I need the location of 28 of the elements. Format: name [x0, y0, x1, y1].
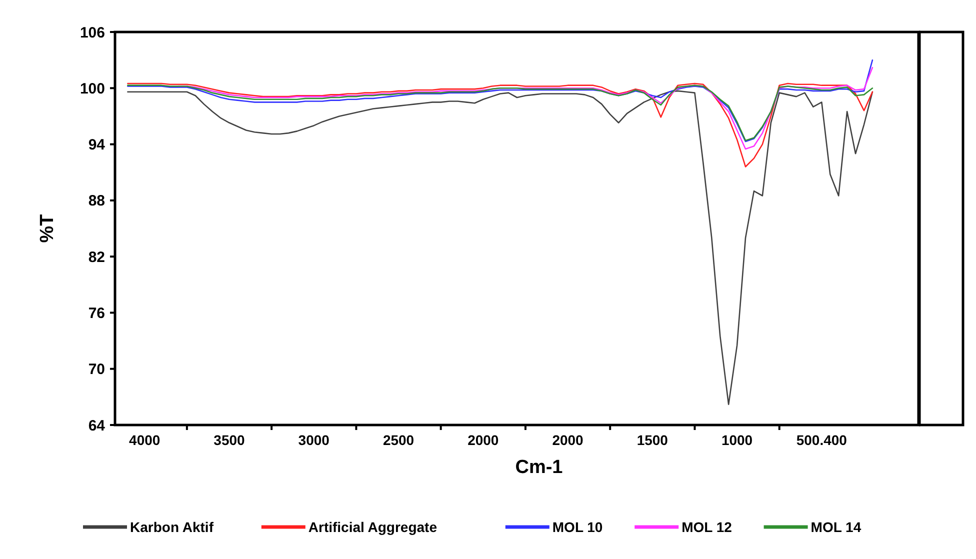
y-tick-label: 64 [88, 417, 106, 434]
y-tick-label: 76 [88, 304, 105, 322]
y-tick-label: 106 [80, 24, 105, 42]
x-tick-label: 500.400 [796, 432, 848, 448]
legend-label: Karbon Aktif [130, 518, 214, 535]
x-tick-label: 1500 [636, 432, 668, 448]
y-tick-label: 82 [88, 248, 105, 266]
x-axis-title: Cm-1 [515, 457, 564, 478]
x-tick-label: 4000 [129, 432, 160, 448]
y-tick-label: 88 [88, 192, 105, 210]
line-series [127, 90, 874, 406]
x-tick-label: 3500 [214, 432, 246, 448]
legend-label: MOL 10 [552, 518, 603, 535]
legend-label: MOL 14 [810, 518, 862, 535]
legend-label: Artificial Aggregate [308, 518, 438, 535]
x-tick-label: 2000 [552, 432, 584, 448]
line-series [127, 59, 874, 142]
line-series [127, 84, 874, 142]
x-tick-label: 1000 [721, 432, 753, 448]
x-tick-label: 2500 [382, 432, 414, 448]
x-tick-label: 2000 [468, 432, 499, 448]
line-series [127, 82, 874, 168]
legend-label: MOL 12 [682, 518, 732, 535]
y-tick-label: 100 [80, 80, 105, 98]
y-tick-label: 70 [88, 361, 105, 378]
y-axis-title: %T [37, 214, 58, 243]
x-tick-label: 3000 [298, 432, 330, 448]
y-tick-label: 94 [88, 136, 106, 154]
